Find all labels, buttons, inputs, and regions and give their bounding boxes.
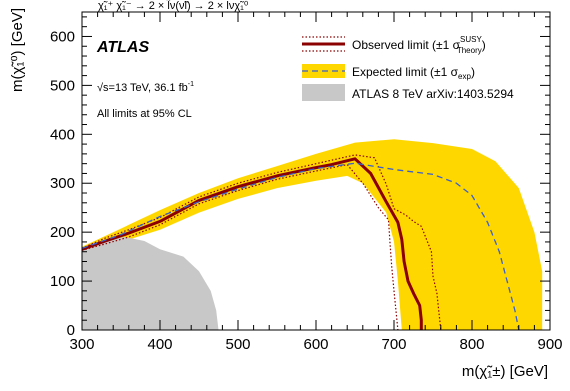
y-tick-label: 100 [50, 273, 75, 290]
series-observed-limit-1-theory [81, 154, 442, 331]
legend-entry-atlas8: ATLAS 8 TeV arXiv:1403.5294 [302, 84, 514, 101]
legend-atlas8-swatch [302, 84, 345, 101]
legend-observed-label: Observed limit (±1 σSUSY Theory) [352, 35, 486, 55]
legend-atlas8-label: ATLAS 8 TeV arXiv:1403.5294 [352, 87, 514, 101]
y-tick-label: 0 [67, 322, 75, 339]
atlas8-region-layer [82, 237, 219, 330]
x-tick-label: 300 [69, 336, 94, 353]
y-tick-label: 300 [50, 175, 75, 192]
y-tick-label: 600 [50, 28, 75, 45]
energy-label: √s=13 TeV, 36.1 fb-1 [97, 81, 194, 94]
legend-observed-sub: Theory [457, 46, 482, 55]
legend-entry-observed: Observed limit (±1 σSUSY Theory) [302, 35, 486, 55]
y-tick-label: 400 [50, 126, 75, 143]
legend-expected-sub: exp [458, 72, 471, 81]
legend-observed-sup: SUSY [460, 35, 482, 44]
legend-expected-text: Expected limit (±1 σ [352, 65, 459, 79]
y-axis-title: m(χ̃₁⁰) [GeV] [9, 8, 26, 92]
x-tick-label: 600 [303, 336, 328, 353]
chart-title: χ̃₁⁺ χ̃₁⁻ → 2 × l̃ν(ν̃l) → 2 × lνχ̃₁⁰ [98, 0, 249, 12]
expected-limit-band [82, 139, 543, 330]
axis-ticks: 300 400 500 600 700 800 900 0 100 200 300 400 500 600 [50, 12, 563, 353]
series-observed-limit [81, 157, 423, 330]
cl-label: All limits at 95% CL [97, 108, 192, 120]
x-tick-label: 900 [537, 336, 562, 353]
legend: Observed limit (±1 σSUSY Theory) Expected… [302, 35, 514, 101]
series-expected-limit [81, 162, 520, 331]
atlas8-excluded-region [82, 237, 219, 330]
legend-entry-expected: Expected limit (±1 σexp) [302, 64, 475, 81]
atlas-label: ATLAS [96, 39, 149, 56]
legend-observed-tail: ) [482, 38, 486, 52]
legend-observed-text: Observed limit (±1 σ [352, 38, 461, 52]
x-tick-label: 500 [225, 336, 250, 353]
x-tick-label: 400 [147, 336, 172, 353]
legend-expected-label: Expected limit (±1 σexp) [352, 65, 475, 81]
expected-band-layer [82, 139, 543, 330]
energy-sup: -1 [188, 81, 194, 88]
x-tick-label: 800 [459, 336, 484, 353]
legend-expected-tail: ) [471, 65, 475, 79]
x-tick-label: 700 [381, 336, 406, 353]
x-axis-title: m(χ̃₁±) [GeV] [462, 363, 548, 380]
limit-lines-layer [81, 154, 520, 331]
y-tick-label: 200 [50, 224, 75, 241]
y-tick-label: 500 [50, 77, 75, 94]
energy-text: √s=13 TeV, 36.1 fb [97, 82, 188, 94]
